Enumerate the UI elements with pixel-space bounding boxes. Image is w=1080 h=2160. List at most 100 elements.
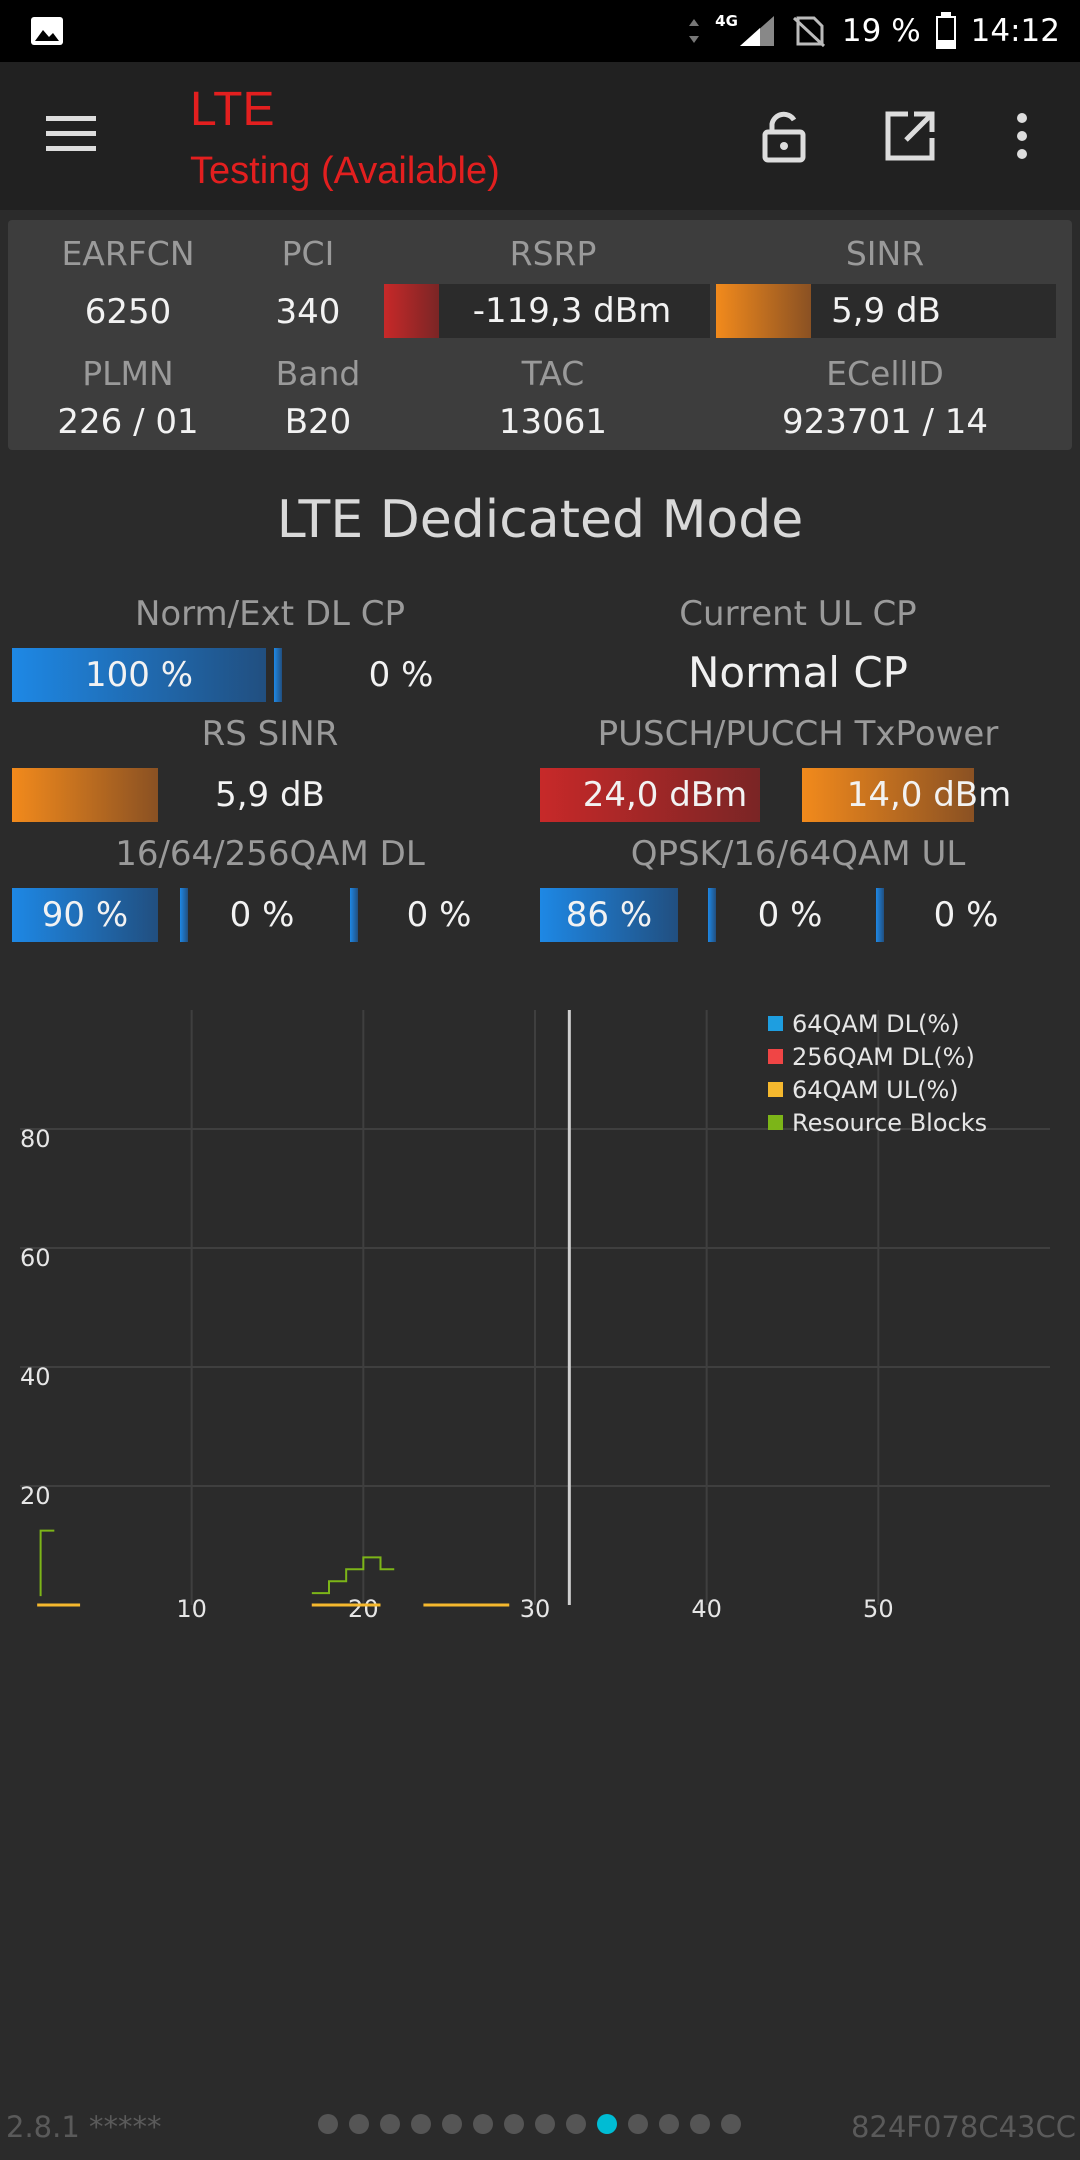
qam16-dl-value: 90 %	[41, 895, 129, 935]
lock-icon[interactable]	[756, 108, 812, 164]
ecellid-value: 923701 / 14	[781, 402, 989, 442]
dl-cp-label: Norm/Ext DL CP	[134, 594, 406, 634]
page-dot-5[interactable]	[442, 2114, 462, 2134]
qam16-ul-bar: 0 %	[708, 888, 872, 942]
earfcn-label: EARFCN	[61, 234, 195, 273]
page-dot-13[interactable]	[690, 2114, 710, 2134]
page-dot-9[interactable]	[566, 2114, 586, 2134]
clock: 14:12	[970, 13, 1060, 49]
status-bar: 4G 19 % 14:12	[0, 0, 1080, 62]
page-indicator	[318, 2114, 741, 2134]
pusch-bar: 24,0 dBm	[540, 768, 790, 822]
legend-swatch-0	[768, 1016, 783, 1031]
qam256-dl-fill	[350, 888, 358, 942]
more-options-icon[interactable]	[1010, 108, 1034, 164]
legend-label-3: Resource Blocks	[792, 1109, 987, 1137]
page-dot-3[interactable]	[380, 2114, 400, 2134]
rsrp-bar: -119,3 dBm	[384, 284, 710, 338]
page-dot-8[interactable]	[535, 2114, 555, 2134]
qam256-dl-value: 0 %	[406, 895, 472, 935]
ul-cp-value: Normal CP	[688, 648, 908, 697]
page-dot-11[interactable]	[628, 2114, 648, 2134]
legend-label-1: 256QAM DL(%)	[792, 1043, 975, 1071]
qam-ul-label: QPSK/16/64QAM UL	[630, 834, 966, 874]
page-title: LTE	[190, 83, 275, 136]
qpsk-ul-fill	[540, 888, 678, 942]
rs-sinr-bar: 5,9 dB	[12, 768, 528, 822]
qam64-ul-value: 0 %	[933, 895, 999, 935]
band-value: B20	[284, 402, 352, 442]
qpsk-ul-value: 86 %	[565, 895, 653, 935]
pucch-value: 14,0 dBm	[846, 775, 1012, 815]
rsrp-value: -119,3 dBm	[472, 291, 672, 331]
qpsk-ul-bar: 86 %	[540, 888, 678, 942]
pucch-fill	[802, 768, 974, 822]
rs-sinr-fill	[12, 768, 158, 822]
qam16-ul-fill	[708, 888, 716, 942]
pucch-bar: 14,0 dBm	[802, 768, 1056, 822]
rsrp-label: RSRP	[509, 234, 597, 273]
y-tick-60: 60	[20, 1244, 51, 1272]
sinr-value: 5,9 dB	[831, 291, 941, 331]
tac-label: TAC	[521, 354, 585, 393]
series-line-resource-blocks-b	[311, 1556, 395, 1595]
qam64-ul-bar: 0 %	[876, 888, 1056, 942]
open-external-icon[interactable]	[882, 108, 938, 164]
legend-label-2: 64QAM UL(%)	[792, 1076, 959, 1104]
page-subtitle: Testing (Available)	[190, 150, 500, 192]
qam64-ul-fill	[876, 888, 884, 942]
menu-icon[interactable]	[44, 112, 100, 156]
plmn-value: 226 / 01	[57, 402, 199, 442]
qam16-dl-bar: 90 %	[12, 888, 158, 942]
network-type: 4G	[715, 12, 738, 30]
dl-cp-extended-bar: 0 %	[274, 648, 528, 702]
sinr-bar-fill	[716, 284, 812, 338]
legend-swatch-1	[768, 1049, 783, 1064]
sinr-bar: 5,9 dB	[716, 284, 1056, 338]
legend-swatch-2	[768, 1082, 783, 1097]
dl-cp-extended-fill	[274, 648, 282, 702]
pusch-value: 24,0 dBm	[582, 775, 748, 815]
cell-info-panel: EARFCN 6250 PCI 340 RSRP -119,3 dBm SINR…	[8, 220, 1072, 450]
legend-label-0: 64QAM DL(%)	[792, 1010, 960, 1038]
dl-cp-normal-bar: 100 %	[12, 648, 266, 702]
app-version: 2.8.1 *****	[6, 2110, 162, 2144]
pci-label: PCI	[281, 234, 335, 273]
page-dot-14[interactable]	[721, 2114, 741, 2134]
page-dot-6[interactable]	[473, 2114, 493, 2134]
qam16-ul-value: 0 %	[757, 895, 823, 935]
image-notification-icon	[31, 17, 63, 45]
txpower-label: PUSCH/PUCCH TxPower	[597, 714, 999, 754]
ul-cp-label: Current UL CP	[679, 594, 917, 634]
qam64-dl-fill	[180, 888, 188, 942]
battery-icon	[935, 12, 956, 49]
page-dot-4[interactable]	[411, 2114, 431, 2134]
page-dot-7[interactable]	[504, 2114, 524, 2134]
x-tick-40: 40	[691, 1595, 722, 1623]
y-tick-20: 20	[20, 1482, 51, 1510]
app-toolbar: LTE Testing (Available)	[0, 62, 1080, 210]
no-sim-icon	[792, 16, 825, 48]
dl-cp-normal-fill	[12, 648, 266, 702]
page-dot-10[interactable]	[597, 2114, 617, 2134]
rs-sinr-value: 5,9 dB	[215, 775, 325, 815]
earfcn-value: 6250	[84, 292, 172, 332]
pusch-fill	[540, 768, 760, 822]
page-dot-2[interactable]	[349, 2114, 369, 2134]
dl-cp-extended-value: 0 %	[368, 655, 434, 695]
dl-cp-normal-value: 100 %	[84, 655, 193, 695]
qam64-dl-value: 0 %	[229, 895, 295, 935]
rs-sinr-label: RS SINR	[201, 714, 339, 754]
legend-swatch-3	[768, 1115, 783, 1130]
page-dot-1[interactable]	[318, 2114, 338, 2134]
page-dot-12[interactable]	[659, 2114, 679, 2134]
series-line-resource-blocks-a	[39, 1529, 55, 1597]
x-tick-20: 20	[348, 1595, 379, 1623]
plmn-label: PLMN	[82, 354, 174, 393]
data-arrows-icon	[689, 19, 700, 43]
y-tick-80: 80	[20, 1125, 51, 1153]
y-tick-40: 40	[20, 1363, 51, 1391]
qam-dl-label: 16/64/256QAM DL	[115, 834, 425, 874]
x-tick-50: 50	[863, 1595, 894, 1623]
x-tick-30: 30	[520, 1595, 551, 1623]
